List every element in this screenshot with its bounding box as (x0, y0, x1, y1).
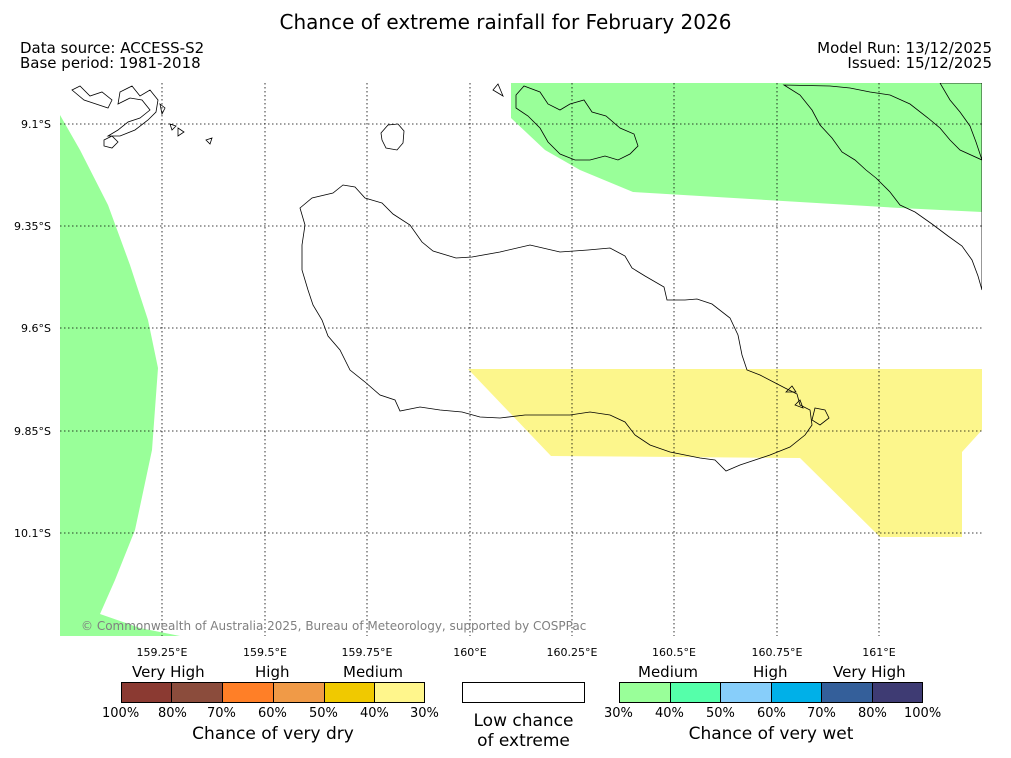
lon-label: 160.75°E (752, 646, 803, 659)
dry-tick: 100% (102, 706, 140, 721)
dry-swatch-80-70 (171, 682, 223, 703)
issued-date: Issued: 15/12/2025 (847, 54, 992, 72)
lat-label: 10.1°S (14, 527, 51, 540)
dry-header-high: High (255, 663, 290, 681)
lon-label: 160.5°E (652, 646, 696, 659)
lat-label: 9.85°S (14, 425, 51, 438)
low-chance-caption-2: of extreme (477, 731, 570, 751)
low-chance-caption-1: Low chance (473, 711, 574, 731)
base-period: Base period: 1981-2018 (20, 54, 201, 72)
map-title: Chance of extreme rainfall for February … (279, 10, 732, 34)
dry-header-medium: Medium (343, 663, 403, 681)
east-tip-islets (785, 385, 830, 426)
lon-label: 161°E (862, 646, 895, 659)
wet-tick: 50% (706, 706, 735, 721)
dry-caption: Chance of very dry (192, 724, 354, 744)
wet-swatch-40-50 (670, 682, 721, 703)
dry-swatch-60-50 (273, 682, 325, 703)
dry-tick: 30% (410, 706, 439, 721)
lon-label: 160°E (453, 646, 486, 659)
dry-tick: 80% (158, 706, 187, 721)
wet-header-very-high: Very High (833, 663, 906, 681)
lon-label: 159.75°E (342, 646, 393, 659)
latitude-labels: 9.1°S 9.35°S 9.6°S 9.85°S 10.1°S (14, 118, 51, 540)
dry-swatch-40-30 (374, 682, 425, 703)
small-island-north (380, 123, 405, 151)
dry-tick: 60% (258, 706, 287, 721)
wet-swatch-50-60 (720, 682, 772, 703)
coastlines (71, 83, 982, 472)
lat-label: 9.35°S (14, 220, 51, 233)
dry-header-very-high: Very High (132, 663, 205, 681)
north-east-land (492, 83, 982, 291)
wet-header-high: High (753, 663, 788, 681)
wet-tick: 40% (655, 706, 684, 721)
wet-tick: 100% (904, 706, 942, 721)
region-south-east-dry (468, 369, 982, 537)
lat-label: 9.6°S (21, 322, 51, 335)
lat-label: 9.1°S (21, 118, 51, 131)
dry-tick: 40% (360, 706, 389, 721)
wet-swatch-60-70 (771, 682, 822, 703)
low-chance-swatch (462, 682, 585, 703)
wet-header-medium: Medium (638, 663, 698, 681)
dry-tick: 50% (309, 706, 338, 721)
copyright-notice: © Commonwealth of Australia 2025, Bureau… (81, 619, 587, 633)
lon-label: 159.5°E (243, 646, 287, 659)
wet-swatch-30-40 (619, 682, 671, 703)
wet-tick: 70% (807, 706, 836, 721)
wet-swatch-80-100 (872, 682, 923, 703)
wet-caption: Chance of very wet (688, 724, 854, 744)
longitude-labels: 159.25°E 159.5°E 159.75°E 160°E 160.25°E… (137, 646, 896, 659)
wet-tick: 60% (757, 706, 786, 721)
region-north-east-wet (511, 83, 982, 212)
data-source: Data source: ACCESS-S2 (20, 39, 205, 57)
wet-tick: 80% (858, 706, 887, 721)
main-island-coastline (299, 184, 813, 472)
lon-label: 159.25°E (137, 646, 188, 659)
dry-tick: 70% (207, 706, 236, 721)
dry-swatch-50-40 (324, 682, 375, 703)
graticule (60, 83, 982, 636)
wet-tick: 30% (604, 706, 633, 721)
dry-swatch-100-80 (121, 682, 172, 703)
wet-swatch-70-80 (821, 682, 873, 703)
lon-label: 160.25°E (547, 646, 598, 659)
model-run: Model Run: 13/12/2025 (817, 39, 992, 57)
north-west-islands (71, 85, 213, 149)
region-west-edge-wet (60, 115, 180, 636)
dry-swatch-70-60 (222, 682, 274, 703)
